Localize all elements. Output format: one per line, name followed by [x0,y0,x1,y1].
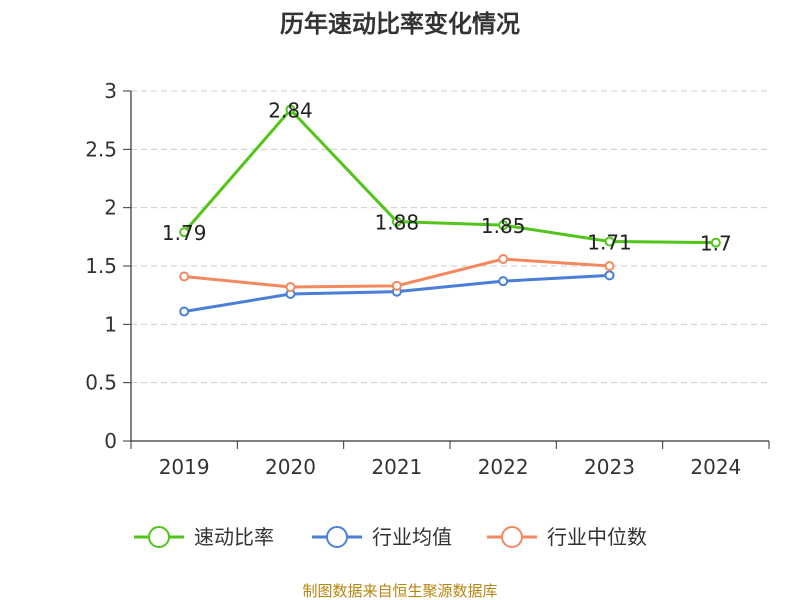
legend-item[interactable]: 行业均值 [312,525,452,549]
grid [131,90,769,384]
x-tick-label: 2019 [159,455,210,479]
y-tick-label: 1 [104,312,117,336]
legend-marker [326,526,348,548]
data-point [285,282,296,292]
series-line [183,108,716,245]
y-tick-label: 2 [104,196,117,220]
x-tick-label: 2020 [265,455,316,479]
x-tick-label: 2022 [478,455,529,479]
x-tick-label: 2023 [584,455,635,479]
data-point [604,270,615,281]
data-label: 1.79 [162,221,207,245]
legend-label: 行业均值 [372,525,452,549]
data-point [604,261,615,271]
axes: 0 0.5 1 1.5 2 2.5 3 2019 2020 2021 2022 2023 2024 [85,79,770,479]
y-tick-label: 0 [104,429,117,453]
y-tick-label: 0.5 [85,371,117,395]
chart-title: 历年速动比率变化情况 [280,10,520,38]
x-tick-label: 2021 [371,455,422,479]
data-point [179,227,190,238]
legend-marker [148,526,170,548]
data-label: 1.71 [587,231,632,255]
legend: 速动比率 行业均值 行业中位数 [134,525,647,549]
data-point [391,216,402,227]
data-point [179,306,190,317]
y-tick-label: 3 [104,79,117,103]
legend-item[interactable]: 速动比率 [134,525,274,549]
y-tick-label: 1.5 [85,254,117,278]
legend-label: 行业中位数 [547,525,647,549]
series-layer [179,104,721,317]
data-point [710,237,721,248]
data-point [179,271,190,282]
data-point [604,236,615,247]
data-point [498,254,509,264]
legend-item[interactable]: 行业中位数 [487,525,647,549]
y-tick-label: 2.5 [85,137,117,161]
data-label: 2.84 [268,99,313,123]
data-point [285,104,296,115]
source-note: 制图数据来自恒生聚源数据库 [302,582,497,600]
legend-label: 速动比率 [194,525,274,549]
data-point [391,280,402,291]
data-label: 1.85 [481,214,526,238]
data-label: 1.88 [375,211,420,235]
data-point [498,276,509,287]
x-tick-label: 2024 [690,455,741,479]
legend-marker [501,526,523,548]
data-point [498,220,509,231]
data-label: 1.7 [700,232,732,256]
data-labels: 1.79 2.84 1.88 1.85 1.71 1.7 [162,99,732,256]
